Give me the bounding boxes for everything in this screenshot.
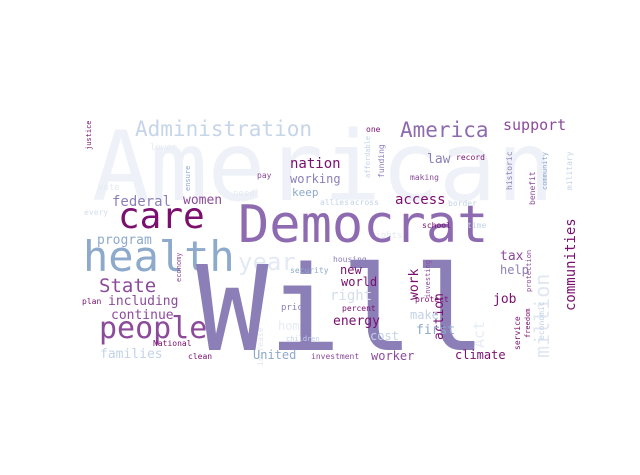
word-making: making <box>410 173 439 182</box>
word-support: support <box>503 116 566 134</box>
word-need: need <box>233 189 255 199</box>
word-ensure: ensure <box>184 166 192 191</box>
word-help: help <box>500 263 529 277</box>
word-climate: climate <box>455 348 506 362</box>
word-every: every <box>84 208 108 217</box>
word-border: border <box>448 199 477 208</box>
word-allies: allies <box>320 198 349 207</box>
word-job: job <box>493 292 517 307</box>
word-first: first <box>416 323 455 338</box>
word-women: women <box>183 193 222 208</box>
word-make: make <box>410 308 439 322</box>
word-will: Will <box>196 240 486 378</box>
word-tax: tax <box>500 249 524 264</box>
word-security: security <box>290 266 329 275</box>
word-million: million <box>530 274 554 358</box>
word-vote: vote <box>98 183 120 193</box>
word-america: America <box>400 118 489 142</box>
word-home: home <box>278 319 307 333</box>
word-year: year <box>238 248 296 276</box>
word-children: children <box>286 335 320 343</box>
word-benefit: benefit <box>528 171 537 205</box>
word-cost: cost <box>370 329 399 343</box>
word-service: service <box>513 316 522 350</box>
word-funding: funding <box>377 144 386 178</box>
word-continue: continue <box>111 308 174 323</box>
word-price: price <box>281 303 308 313</box>
word-state: State <box>99 275 156 297</box>
word-people: people <box>99 311 207 346</box>
word-freedom: freedom <box>524 308 532 338</box>
word-rights: rights <box>370 231 403 241</box>
word-keep: keep <box>292 186 319 199</box>
word-investing: investing <box>424 260 432 298</box>
word-pay: pay <box>257 171 272 180</box>
word-protect: protect <box>415 295 449 304</box>
word-administration: Administration <box>135 117 312 141</box>
word-national: National <box>153 339 192 348</box>
word-time: time <box>467 221 486 230</box>
word-health: health <box>83 232 235 281</box>
word-nation: nation <box>290 156 341 172</box>
word-community: community <box>541 152 549 190</box>
word-families: families <box>100 347 163 362</box>
word-work: work <box>407 269 422 300</box>
word-clean: clean <box>188 352 212 361</box>
word-law: law <box>427 152 451 167</box>
word-military: military <box>565 151 574 190</box>
word-new: new <box>340 263 362 277</box>
word-communities: communities <box>563 218 579 311</box>
word-affordable: affordable <box>364 136 372 178</box>
word-economic: economic <box>537 301 546 340</box>
word-world: world <box>341 275 377 289</box>
word-democrat: Democrat <box>238 195 488 255</box>
word-american: American <box>92 111 554 223</box>
word-school: school <box>422 221 451 230</box>
word-historic: historic <box>505 151 514 190</box>
word-one: one <box>366 125 381 134</box>
word-investment: investment <box>311 352 359 361</box>
word-action: action <box>432 293 447 340</box>
word-united: United <box>253 348 296 362</box>
word-increase: increase <box>256 327 265 366</box>
word-lower: lower <box>150 143 178 153</box>
word-across: across <box>350 198 379 207</box>
word-percent: percent <box>342 304 376 313</box>
word-right: right <box>330 288 372 304</box>
word-energy: energy <box>333 314 380 329</box>
word-program: program <box>97 233 152 248</box>
word-economy: economy <box>175 252 183 282</box>
word-protection: protection <box>525 250 533 292</box>
word-act: Act <box>470 321 488 348</box>
word-justice: justice <box>85 120 93 150</box>
word-federal: federal <box>112 194 171 210</box>
word-housing: housing <box>333 255 367 264</box>
word-access: access <box>395 192 446 208</box>
word-working: working <box>290 172 341 186</box>
word-including: including <box>108 294 178 309</box>
word-care: care <box>118 196 205 237</box>
word-record: record <box>456 153 485 162</box>
word-worker: worker <box>371 349 414 363</box>
word-plan: plan <box>82 297 101 306</box>
